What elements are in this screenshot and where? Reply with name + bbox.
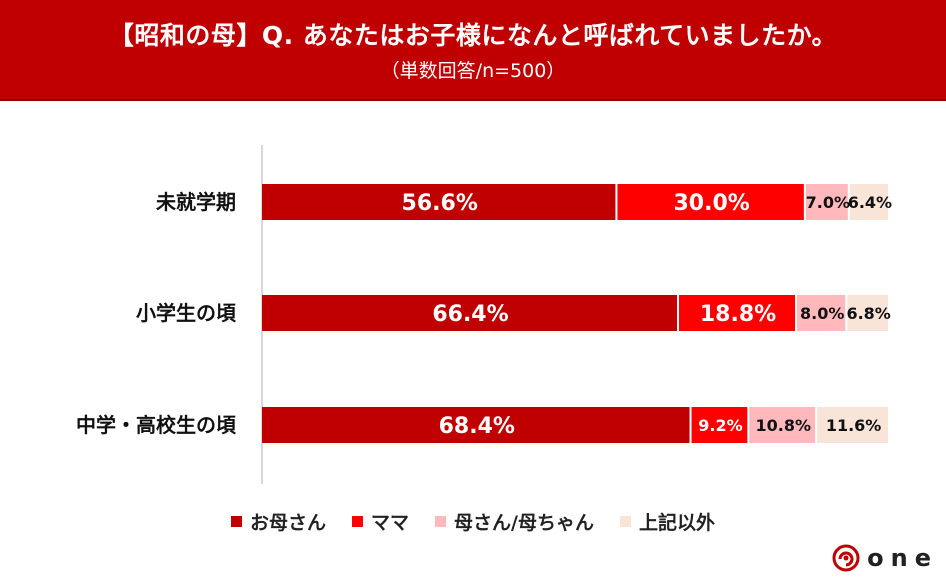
legend-item: お母さん xyxy=(231,508,326,535)
bar-segment xyxy=(691,407,748,443)
bar-segment xyxy=(805,184,848,220)
data-label: 11.6% xyxy=(826,416,882,435)
bar-segment xyxy=(749,407,816,443)
legend-swatch xyxy=(352,516,364,527)
legend-item: ママ xyxy=(352,508,409,535)
data-label: 56.6% xyxy=(402,191,478,216)
data-label: 9.2% xyxy=(698,416,742,435)
legend-swatch xyxy=(619,516,631,527)
legend-swatch xyxy=(231,516,242,527)
legend-label: 母さん/母ちゃん xyxy=(454,512,594,534)
stacked-bar-chart: 未就学期 56.6% 30.0% 7.0%6.4% 小学生の頃 66.4% 18.8% 8.0… xyxy=(76,145,892,484)
bar-segment xyxy=(678,295,796,331)
legend-item: 母さん/母ちゃん xyxy=(435,508,594,535)
logo-wordmark: one xyxy=(867,544,938,572)
legend-label: ママ xyxy=(371,512,410,534)
chart-header: 【昭和の母】Q. あなたはお子様になんと呼ばれていましたか。 （単数回答/n=5… xyxy=(0,0,946,101)
data-label: 68.4% xyxy=(439,414,515,439)
data-label: 6.4% xyxy=(848,193,892,212)
bar-segment xyxy=(797,295,846,331)
legend-item: 上記以外 xyxy=(619,508,715,535)
bar-segment xyxy=(617,184,804,220)
data-label: 6.8% xyxy=(846,304,890,323)
bar-segment xyxy=(262,407,690,443)
bar-segment xyxy=(849,184,888,220)
data-label: 10.8% xyxy=(755,416,811,435)
swirl-logo-icon xyxy=(832,544,860,572)
data-label: 30.0% xyxy=(673,191,749,216)
legend-label: 上記以外 xyxy=(638,512,715,534)
data-label: 7.0% xyxy=(806,193,850,212)
chart-subtitle: （単数回答/n=500） xyxy=(380,60,566,82)
data-label: 8.0% xyxy=(800,304,844,323)
bar-segment xyxy=(262,184,616,220)
bar-segment xyxy=(817,407,888,443)
category-label: 未就学期 xyxy=(156,190,236,214)
data-label: 18.8% xyxy=(700,302,776,327)
chart-title: 【昭和の母】Q. あなたはお子様になんと呼ばれていましたか。 xyxy=(108,21,838,50)
category-label: 中学・高校生の頃 xyxy=(76,413,237,437)
bar-segment xyxy=(262,295,677,331)
chart-legend: お母さん ママ 母さん/母ちゃん 上記以外 xyxy=(0,508,946,535)
brand-logo: one xyxy=(831,543,938,573)
legend-label: お母さん xyxy=(250,512,327,534)
bar-segment xyxy=(847,295,888,331)
category-label: 小学生の頃 xyxy=(136,301,237,325)
legend-swatch xyxy=(435,516,447,527)
data-label: 66.4% xyxy=(432,302,508,327)
